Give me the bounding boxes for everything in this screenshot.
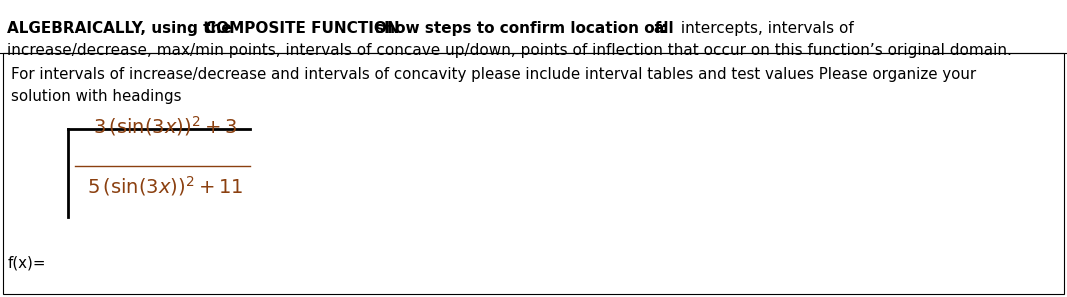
Text: f(x)=: f(x)=: [7, 255, 46, 270]
Text: $5\,(\sin(3x))^{2}+11$: $5\,(\sin(3x))^{2}+11$: [86, 174, 243, 198]
Text: all: all: [653, 21, 673, 36]
Text: increase/decrease, max/min points, intervals of concave up/down, points of infle: increase/decrease, max/min points, inter…: [7, 43, 1013, 58]
Text: $3\,(\sin(3x))^{2}+3$: $3\,(\sin(3x))^{2}+3$: [93, 114, 237, 138]
Text: intercepts, intervals of: intercepts, intervals of: [676, 21, 855, 36]
Text: COMPOSITE FUNCTION: COMPOSITE FUNCTION: [205, 21, 399, 36]
Text: ALGEBRAICALLY, using the: ALGEBRAICALLY, using the: [7, 21, 238, 36]
Text: For intervals of increase/decrease and intervals of concavity please include int: For intervals of increase/decrease and i…: [11, 67, 976, 82]
Text: solution with headings: solution with headings: [11, 89, 181, 104]
Text: show steps to confirm location of:: show steps to confirm location of:: [370, 21, 673, 36]
